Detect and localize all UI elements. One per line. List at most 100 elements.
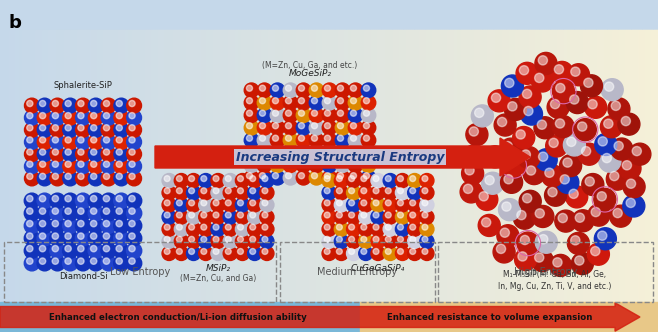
Circle shape (335, 158, 350, 173)
Circle shape (551, 100, 560, 109)
Circle shape (201, 212, 207, 218)
Circle shape (492, 93, 501, 102)
Circle shape (259, 85, 266, 91)
Circle shape (244, 121, 259, 135)
Circle shape (322, 96, 337, 110)
Bar (202, 30, 205, 302)
Bar (643, 30, 646, 302)
Bar (432, 30, 436, 302)
Circle shape (334, 198, 348, 212)
Circle shape (335, 171, 350, 185)
Circle shape (259, 160, 266, 166)
Circle shape (162, 186, 176, 200)
Circle shape (407, 198, 422, 212)
Circle shape (361, 248, 367, 254)
Circle shape (286, 160, 291, 166)
Circle shape (588, 204, 610, 226)
Bar (189, 30, 192, 302)
Circle shape (257, 171, 272, 185)
Bar (375, 30, 378, 302)
Circle shape (164, 236, 170, 242)
Bar (232, 30, 236, 302)
Circle shape (324, 212, 330, 218)
Circle shape (244, 145, 259, 160)
Circle shape (324, 98, 330, 104)
Circle shape (482, 172, 503, 194)
Bar (467, 30, 470, 302)
Bar (601, 30, 604, 302)
Circle shape (129, 208, 135, 214)
Circle shape (386, 248, 392, 254)
Circle shape (126, 206, 141, 221)
Circle shape (63, 159, 78, 174)
Circle shape (359, 246, 373, 261)
Circle shape (554, 65, 563, 74)
Circle shape (597, 192, 607, 201)
Circle shape (116, 125, 122, 131)
Circle shape (373, 200, 379, 206)
Circle shape (201, 176, 207, 182)
Circle shape (283, 133, 298, 147)
Bar (452, 30, 455, 302)
Bar (393, 30, 396, 302)
Circle shape (570, 236, 580, 245)
Bar (410, 30, 413, 302)
Circle shape (114, 98, 129, 113)
Circle shape (65, 125, 71, 131)
Bar (513, 30, 517, 302)
Bar (577, 30, 580, 302)
Circle shape (517, 232, 539, 254)
Circle shape (610, 205, 632, 227)
Bar (160, 30, 163, 302)
Bar (193, 30, 196, 302)
Circle shape (37, 243, 52, 258)
Bar (472, 30, 475, 302)
Circle shape (535, 73, 544, 83)
Circle shape (76, 231, 91, 246)
Circle shape (338, 85, 343, 91)
Circle shape (601, 79, 623, 101)
Circle shape (225, 224, 231, 230)
Circle shape (549, 138, 558, 147)
Circle shape (24, 110, 39, 125)
Circle shape (101, 110, 116, 125)
Circle shape (76, 218, 91, 233)
Circle shape (560, 175, 569, 184)
Circle shape (164, 224, 170, 230)
Circle shape (250, 176, 256, 182)
Circle shape (336, 236, 342, 242)
Circle shape (502, 202, 511, 211)
Circle shape (322, 121, 337, 135)
Circle shape (619, 157, 641, 179)
Bar (74, 30, 78, 302)
Circle shape (38, 134, 52, 149)
Circle shape (244, 158, 259, 173)
Circle shape (260, 234, 274, 248)
Circle shape (407, 222, 422, 236)
Circle shape (211, 186, 225, 200)
Circle shape (91, 161, 97, 167)
Bar (630, 30, 633, 302)
Circle shape (336, 188, 342, 194)
Circle shape (567, 232, 590, 254)
Circle shape (471, 105, 494, 127)
Circle shape (349, 200, 355, 206)
Circle shape (407, 246, 422, 261)
Circle shape (347, 174, 361, 188)
Circle shape (359, 234, 373, 248)
Bar (559, 30, 563, 302)
Bar (487, 30, 490, 302)
Bar (72, 30, 76, 302)
Circle shape (531, 250, 553, 272)
Circle shape (201, 188, 207, 194)
Bar (382, 30, 385, 302)
Bar (489, 30, 492, 302)
Bar (395, 30, 398, 302)
Circle shape (39, 137, 45, 143)
Circle shape (162, 234, 176, 248)
Circle shape (349, 188, 355, 194)
Circle shape (474, 108, 484, 118)
Bar (110, 30, 113, 302)
Circle shape (523, 163, 545, 185)
Bar (324, 30, 328, 302)
